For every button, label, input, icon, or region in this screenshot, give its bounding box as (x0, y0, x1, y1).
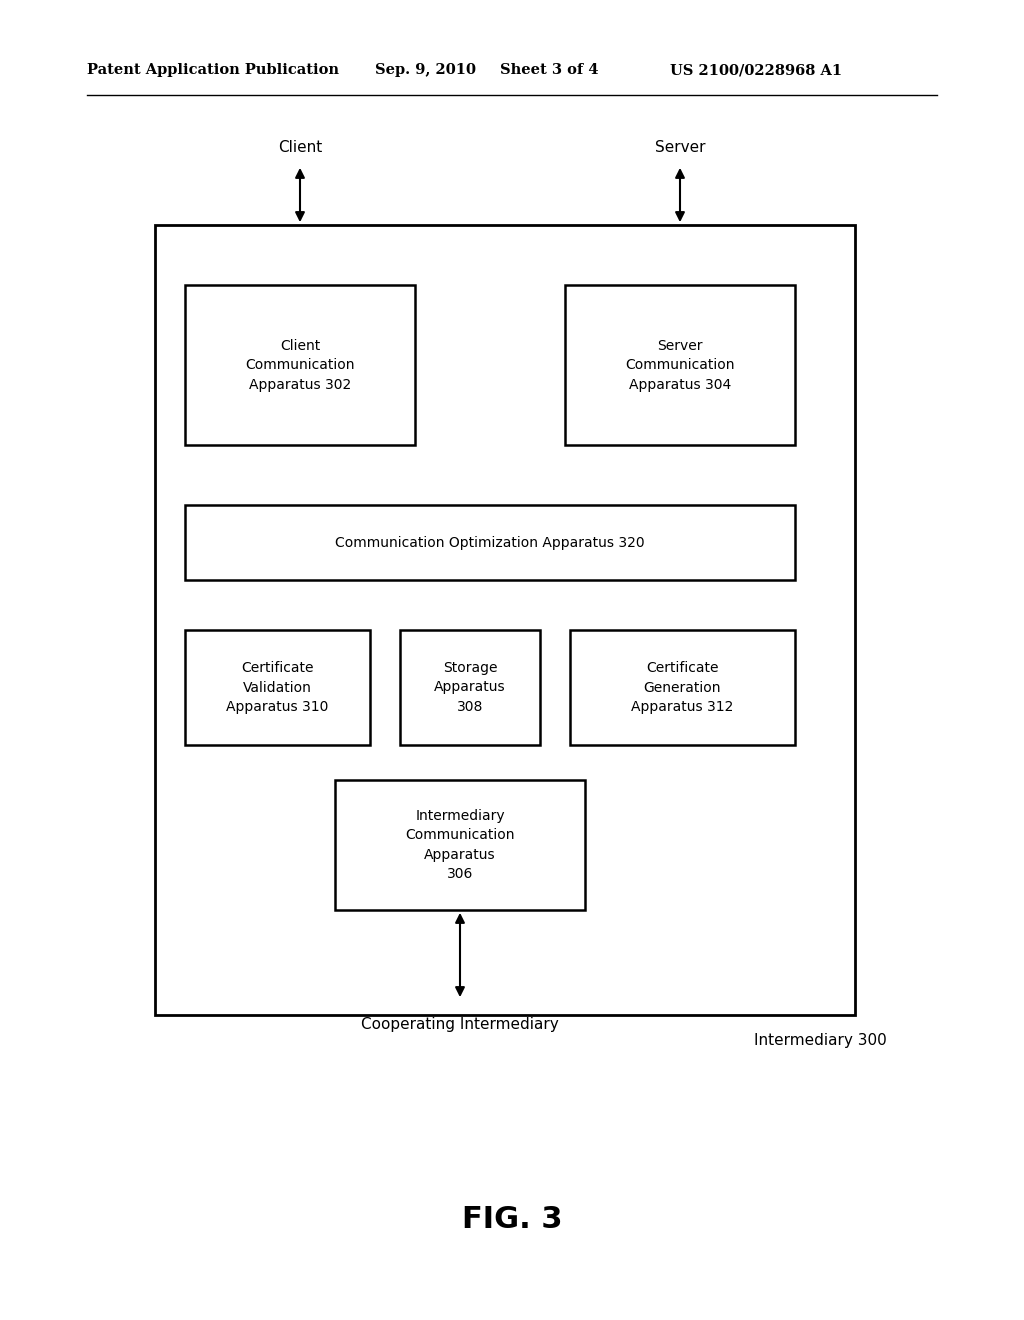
Bar (570, 630, 795, 744)
Text: FIG. 3: FIG. 3 (462, 1205, 562, 1234)
Bar (400, 630, 540, 744)
Text: Server
Communication
Apparatus 304: Server Communication Apparatus 304 (626, 338, 735, 392)
Bar (185, 506, 795, 579)
Text: Communication Optimization Apparatus 320: Communication Optimization Apparatus 320 (335, 536, 645, 549)
Bar (185, 630, 370, 744)
Bar (565, 285, 795, 445)
Text: Sheet 3 of 4: Sheet 3 of 4 (500, 63, 598, 77)
Text: US 2100/0228968 A1: US 2100/0228968 A1 (670, 63, 842, 77)
Text: Intermediary 300: Intermediary 300 (754, 1032, 887, 1048)
Text: Sep. 9, 2010: Sep. 9, 2010 (375, 63, 476, 77)
Text: Patent Application Publication: Patent Application Publication (87, 63, 339, 77)
Text: Storage
Apparatus
308: Storage Apparatus 308 (434, 661, 506, 714)
Text: Certificate
Generation
Apparatus 312: Certificate Generation Apparatus 312 (632, 661, 733, 714)
Text: Cooperating Intermediary: Cooperating Intermediary (361, 1018, 559, 1032)
Bar (185, 285, 415, 445)
Text: Client: Client (278, 140, 323, 156)
Text: Server: Server (654, 140, 706, 156)
Bar (335, 780, 585, 909)
Text: Intermediary
Communication
Apparatus
306: Intermediary Communication Apparatus 306 (406, 809, 515, 882)
Text: Certificate
Validation
Apparatus 310: Certificate Validation Apparatus 310 (226, 661, 329, 714)
Text: Client
Communication
Apparatus 302: Client Communication Apparatus 302 (246, 338, 354, 392)
Bar (155, 224, 855, 1015)
